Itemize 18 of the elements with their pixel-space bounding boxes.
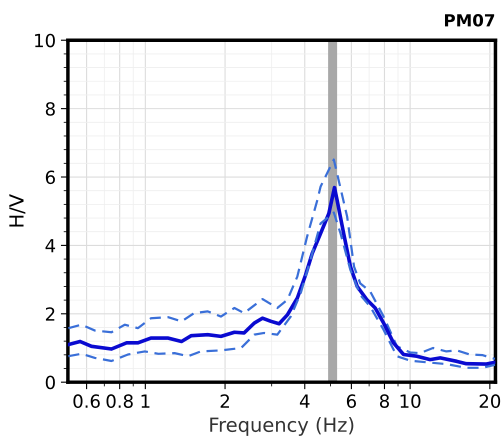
x-tick-label: 1 [142, 394, 150, 408]
chart-title: PM07 [444, 14, 494, 27]
y-axis-title: H/V [9, 194, 26, 227]
y-tick-label: 0 [46, 376, 55, 390]
y-tick-label: 8 [46, 102, 55, 116]
y-tick-label: 10 [35, 34, 55, 48]
x-tick-label: 4 [300, 394, 310, 408]
y-tick-label: 6 [46, 170, 55, 184]
x-tick-label: 2 [220, 394, 229, 408]
y-tick-label: 2 [46, 307, 54, 321]
x-tick-label: 0.6 [73, 394, 100, 408]
x-tick-label: 6 [346, 394, 356, 408]
x-axis-title: Frequency (Hz) [210, 417, 354, 436]
x-tick-label: 20 [480, 394, 500, 408]
y-tick-label: 4 [45, 239, 56, 252]
x-tick-label: 8 [380, 394, 389, 408]
x-tick-label: 0.8 [106, 394, 133, 408]
x-tick-label: 10 [400, 394, 420, 408]
